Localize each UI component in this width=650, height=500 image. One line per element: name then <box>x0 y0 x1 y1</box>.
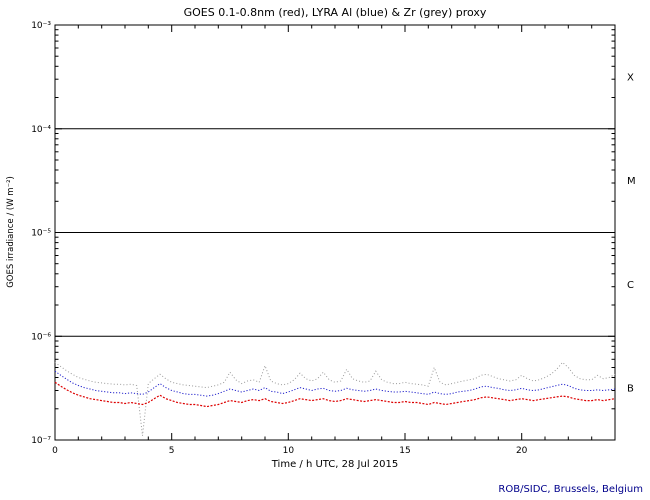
flare-class-label: B <box>627 384 634 395</box>
flare-class-label: X <box>627 72 634 83</box>
chart-layer: 10⁻³ 10⁻⁴ 10⁻⁵ 10⁻⁶ 10⁻⁷0 5 10 15 20 X M C B <box>31 21 635 456</box>
x-tick-label: 20 <box>516 446 528 456</box>
series-lyra-al-proxy <box>54 370 616 397</box>
credit-text: ROB/SIDC, Brussels, Belgium <box>498 484 643 495</box>
series-lyra-zr-proxy <box>54 361 616 436</box>
y-tick-label: 10⁻⁵ <box>31 229 51 239</box>
y-tick-label: 10⁻⁴ <box>31 125 51 135</box>
x-tick-label: 5 <box>169 446 175 456</box>
y-tick-label: 10⁻⁶ <box>31 332 51 342</box>
x-axis-title: Time / h UTC, 28 Jul 2015 <box>271 459 399 470</box>
chart-title: GOES 0.1-0.8nm (red), LYRA Al (blue) & Z… <box>184 6 487 19</box>
flare-class-label: C <box>627 280 634 291</box>
x-tick-label: 10 <box>283 446 295 456</box>
series-goes-0-1-0-8nm <box>54 381 616 408</box>
flare-class-label: M <box>627 176 636 187</box>
x-tick-label: 0 <box>52 446 58 456</box>
y-tick-label: 10⁻³ <box>31 21 51 31</box>
y-tick-label: 10⁻⁷ <box>31 436 51 446</box>
x-tick-label: 15 <box>399 446 410 456</box>
y-axis-title: GOES irradiance / (W m⁻²) <box>6 176 16 288</box>
